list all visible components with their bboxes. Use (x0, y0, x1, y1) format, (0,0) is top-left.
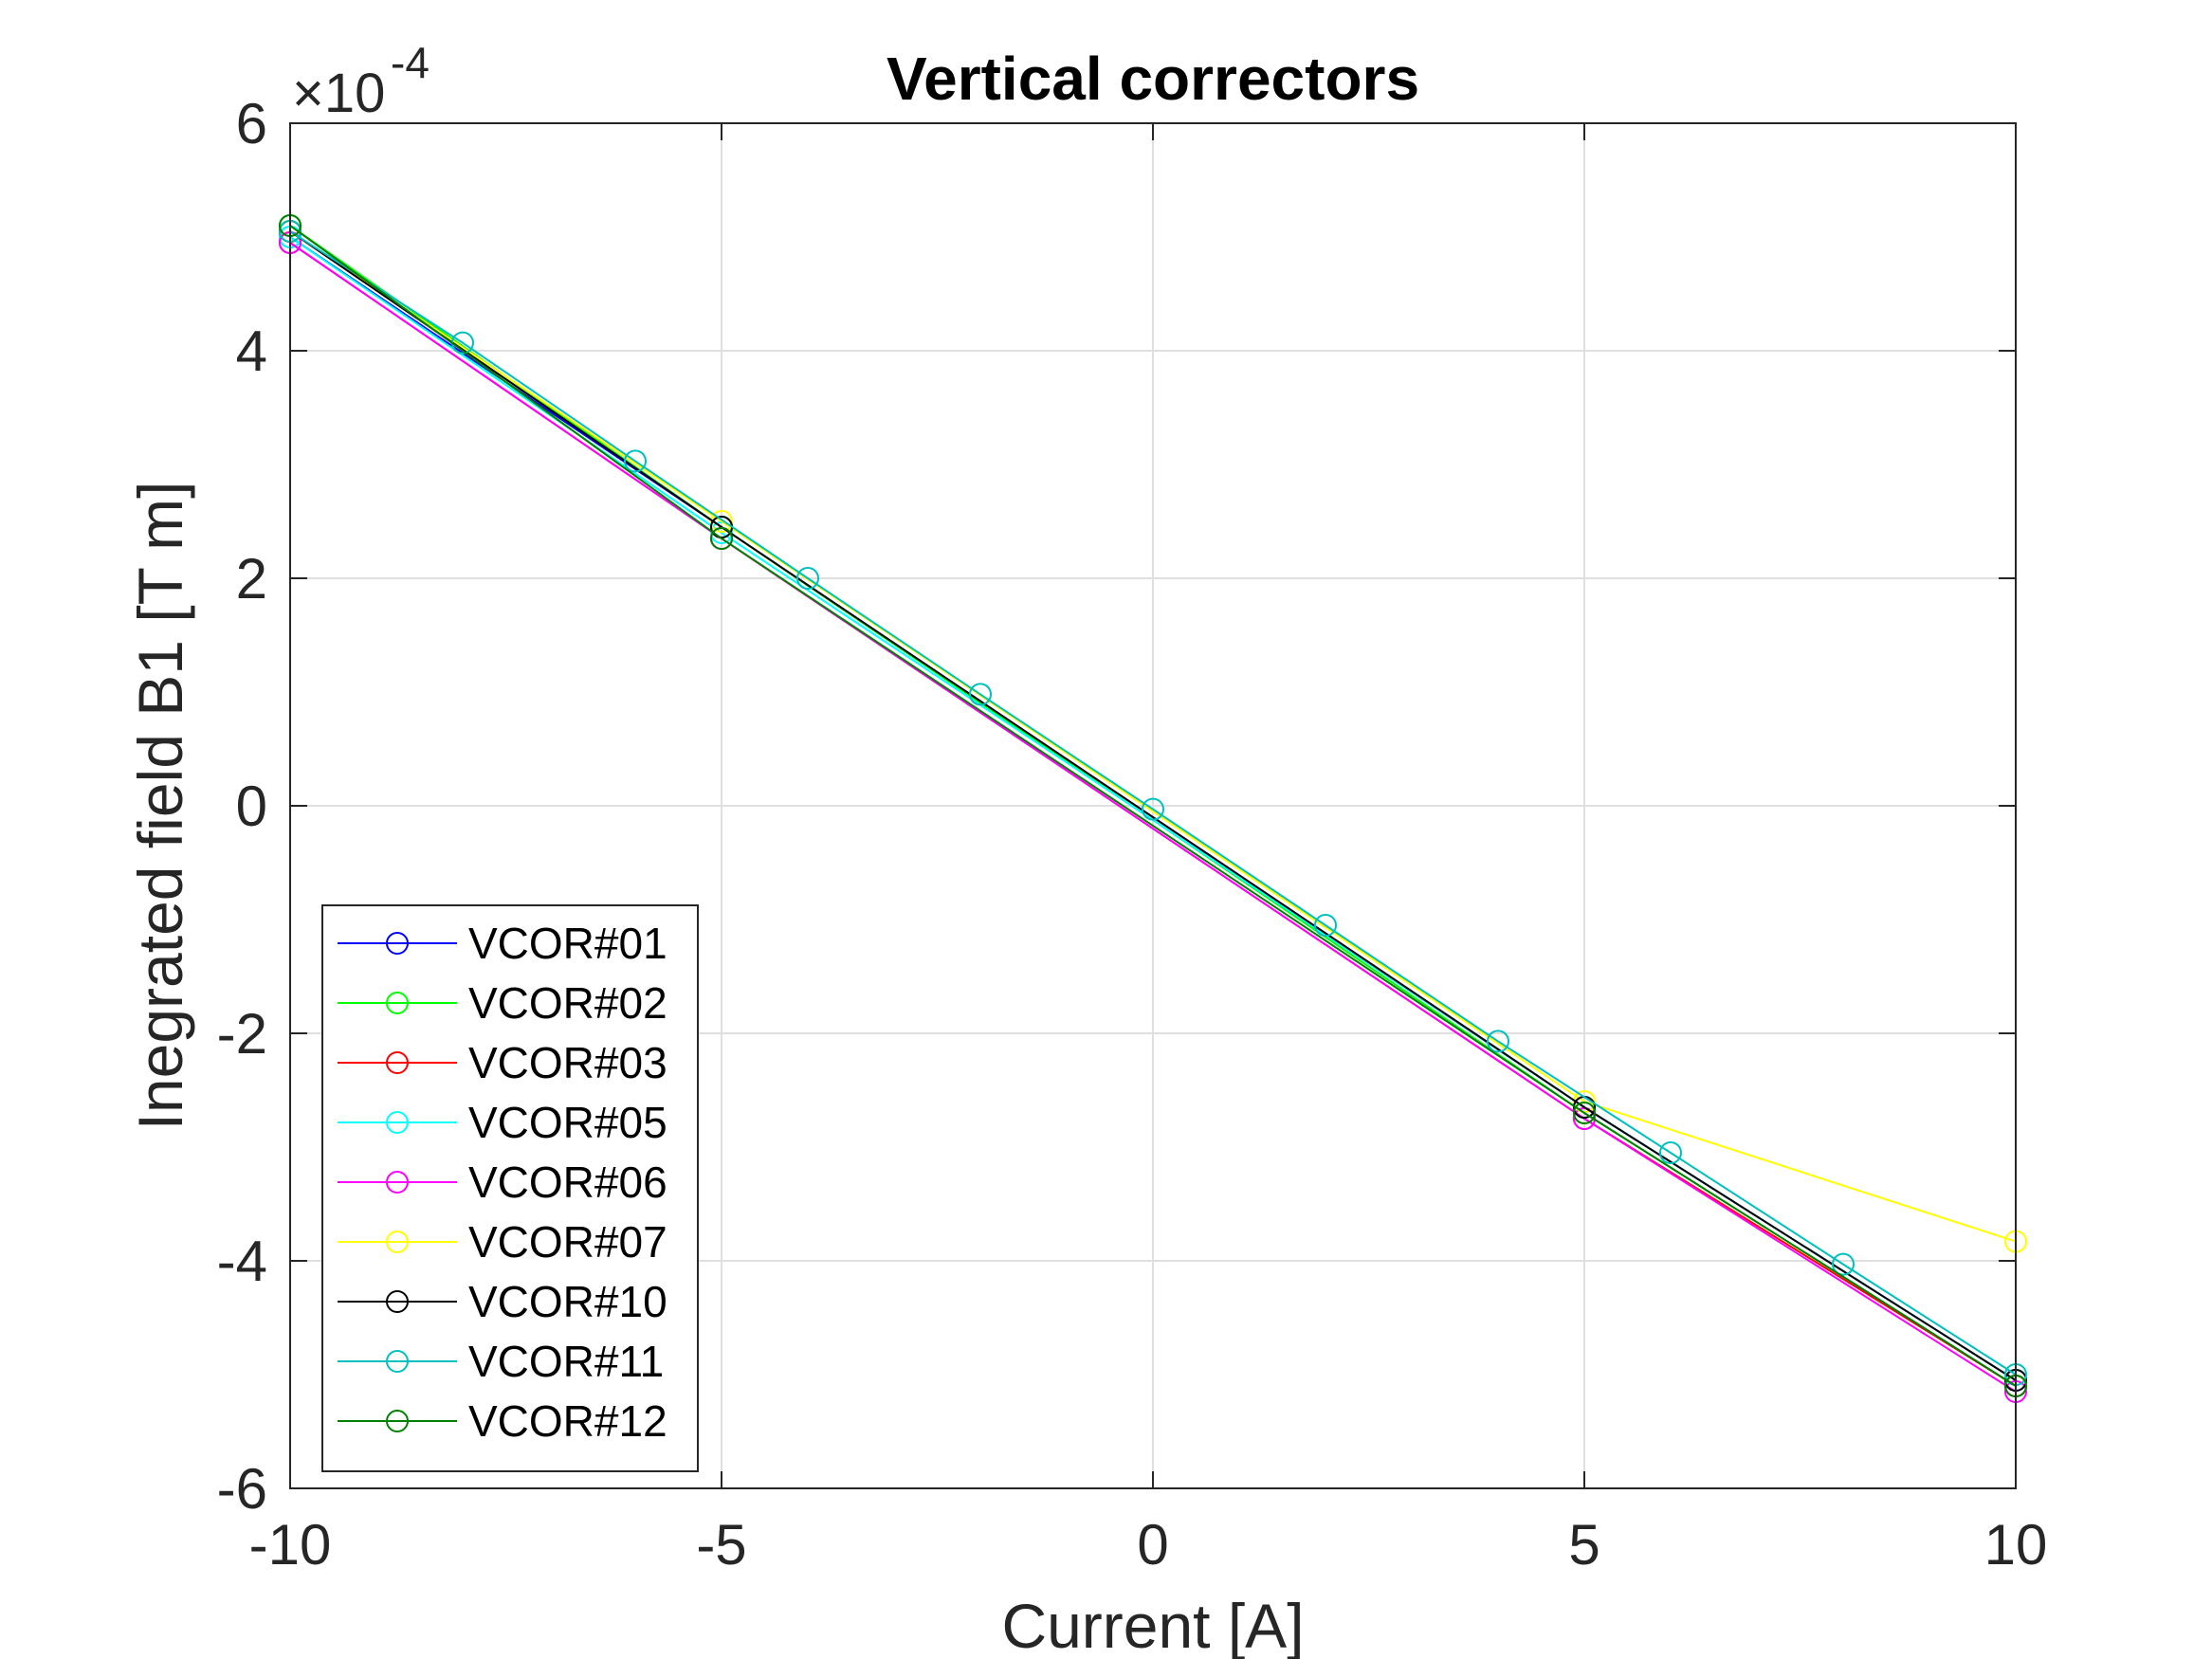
legend-item: VCOR#06 (338, 1158, 667, 1207)
y-tick-labels: -6 -4 -2 0 2 4 6 (217, 92, 267, 1521)
data-point (710, 527, 733, 550)
y-tick-label: 4 (236, 319, 267, 383)
legend-swatch-marker (386, 1231, 409, 1253)
y-tick-label: 0 (236, 775, 267, 838)
data-point (1573, 1102, 1596, 1124)
legend-label: VCOR#05 (468, 1098, 667, 1147)
y-tick-label: -2 (217, 1002, 267, 1066)
data-point (710, 510, 733, 533)
series-line (289, 230, 2017, 1381)
x-tick-label: 10 (1984, 1513, 2048, 1577)
legend-swatch-marker (386, 1290, 409, 1313)
legend-swatch-marker (386, 932, 409, 955)
x-tick-label: 5 (1568, 1513, 1600, 1577)
legend-label: VCOR#03 (468, 1038, 667, 1087)
legend-label: VCOR#01 (468, 919, 667, 968)
legend-item: VCOR#10 (338, 1277, 667, 1326)
legend-swatch-marker (386, 1111, 409, 1134)
legend-item: VCOR#12 (338, 1396, 667, 1446)
data-point (1314, 914, 1337, 937)
series-layer (279, 214, 2027, 1403)
y-tick-label: 2 (236, 547, 267, 611)
y-tick-label: -6 (217, 1457, 267, 1521)
legend-label: VCOR#11 (468, 1337, 664, 1386)
y-axis-label: Inegrated field B1 [T m] (125, 482, 195, 1131)
y-exponent-power: -4 (391, 38, 430, 87)
data-point (1832, 1252, 1855, 1276)
legend-item: VCOR#01 (338, 919, 667, 968)
legend-swatch-marker (386, 1171, 409, 1194)
x-tick-label: -10 (249, 1513, 332, 1577)
legend-swatch-marker (386, 1410, 409, 1432)
legend-item: VCOR#02 (338, 978, 667, 1028)
series-line (289, 230, 2017, 1376)
x-tick-label: -5 (696, 1513, 746, 1577)
data-point (969, 683, 992, 706)
y-tick-label: 6 (236, 92, 267, 155)
legend-box (321, 904, 699, 1472)
legend-item: VCOR#05 (338, 1098, 667, 1147)
legend-swatch-marker (386, 1051, 409, 1074)
data-point (1142, 797, 1164, 821)
legend-label: VCOR#02 (468, 978, 667, 1028)
legend-item: VCOR#11 (338, 1337, 664, 1386)
x-tick-labels: -10 -5 0 5 10 (249, 1513, 2048, 1577)
x-tick-label: 0 (1137, 1513, 1168, 1577)
legend-label: VCOR#06 (468, 1158, 667, 1207)
legend-item: VCOR#03 (338, 1038, 667, 1087)
y-exponent-label: ×10 (292, 63, 385, 124)
axis-ticks (289, 122, 2017, 1489)
data-point (1659, 1141, 1682, 1164)
y-tick-label: -4 (217, 1230, 267, 1293)
data-point (796, 567, 819, 590)
legend-swatch-marker (386, 992, 409, 1014)
legend-item: VCOR#07 (338, 1217, 667, 1267)
legend-label: VCOR#10 (468, 1277, 667, 1326)
data-point (624, 449, 647, 473)
legend-label: VCOR#07 (468, 1217, 667, 1267)
x-axis-label: Current [A] (1001, 1591, 1304, 1659)
legend: VCOR#01 VCOR#02 VCOR#03 VCOR#05 VCOR#06 VCOR#… (321, 904, 699, 1472)
legend-swatch-marker (386, 1350, 409, 1373)
legend-label: VCOR#12 (468, 1396, 667, 1446)
data-point (1487, 1030, 1509, 1053)
chart-title: Vertical correctors (887, 45, 1419, 113)
series-line (289, 242, 2017, 1393)
series-line (289, 225, 2017, 1387)
series-line (289, 230, 2017, 1243)
